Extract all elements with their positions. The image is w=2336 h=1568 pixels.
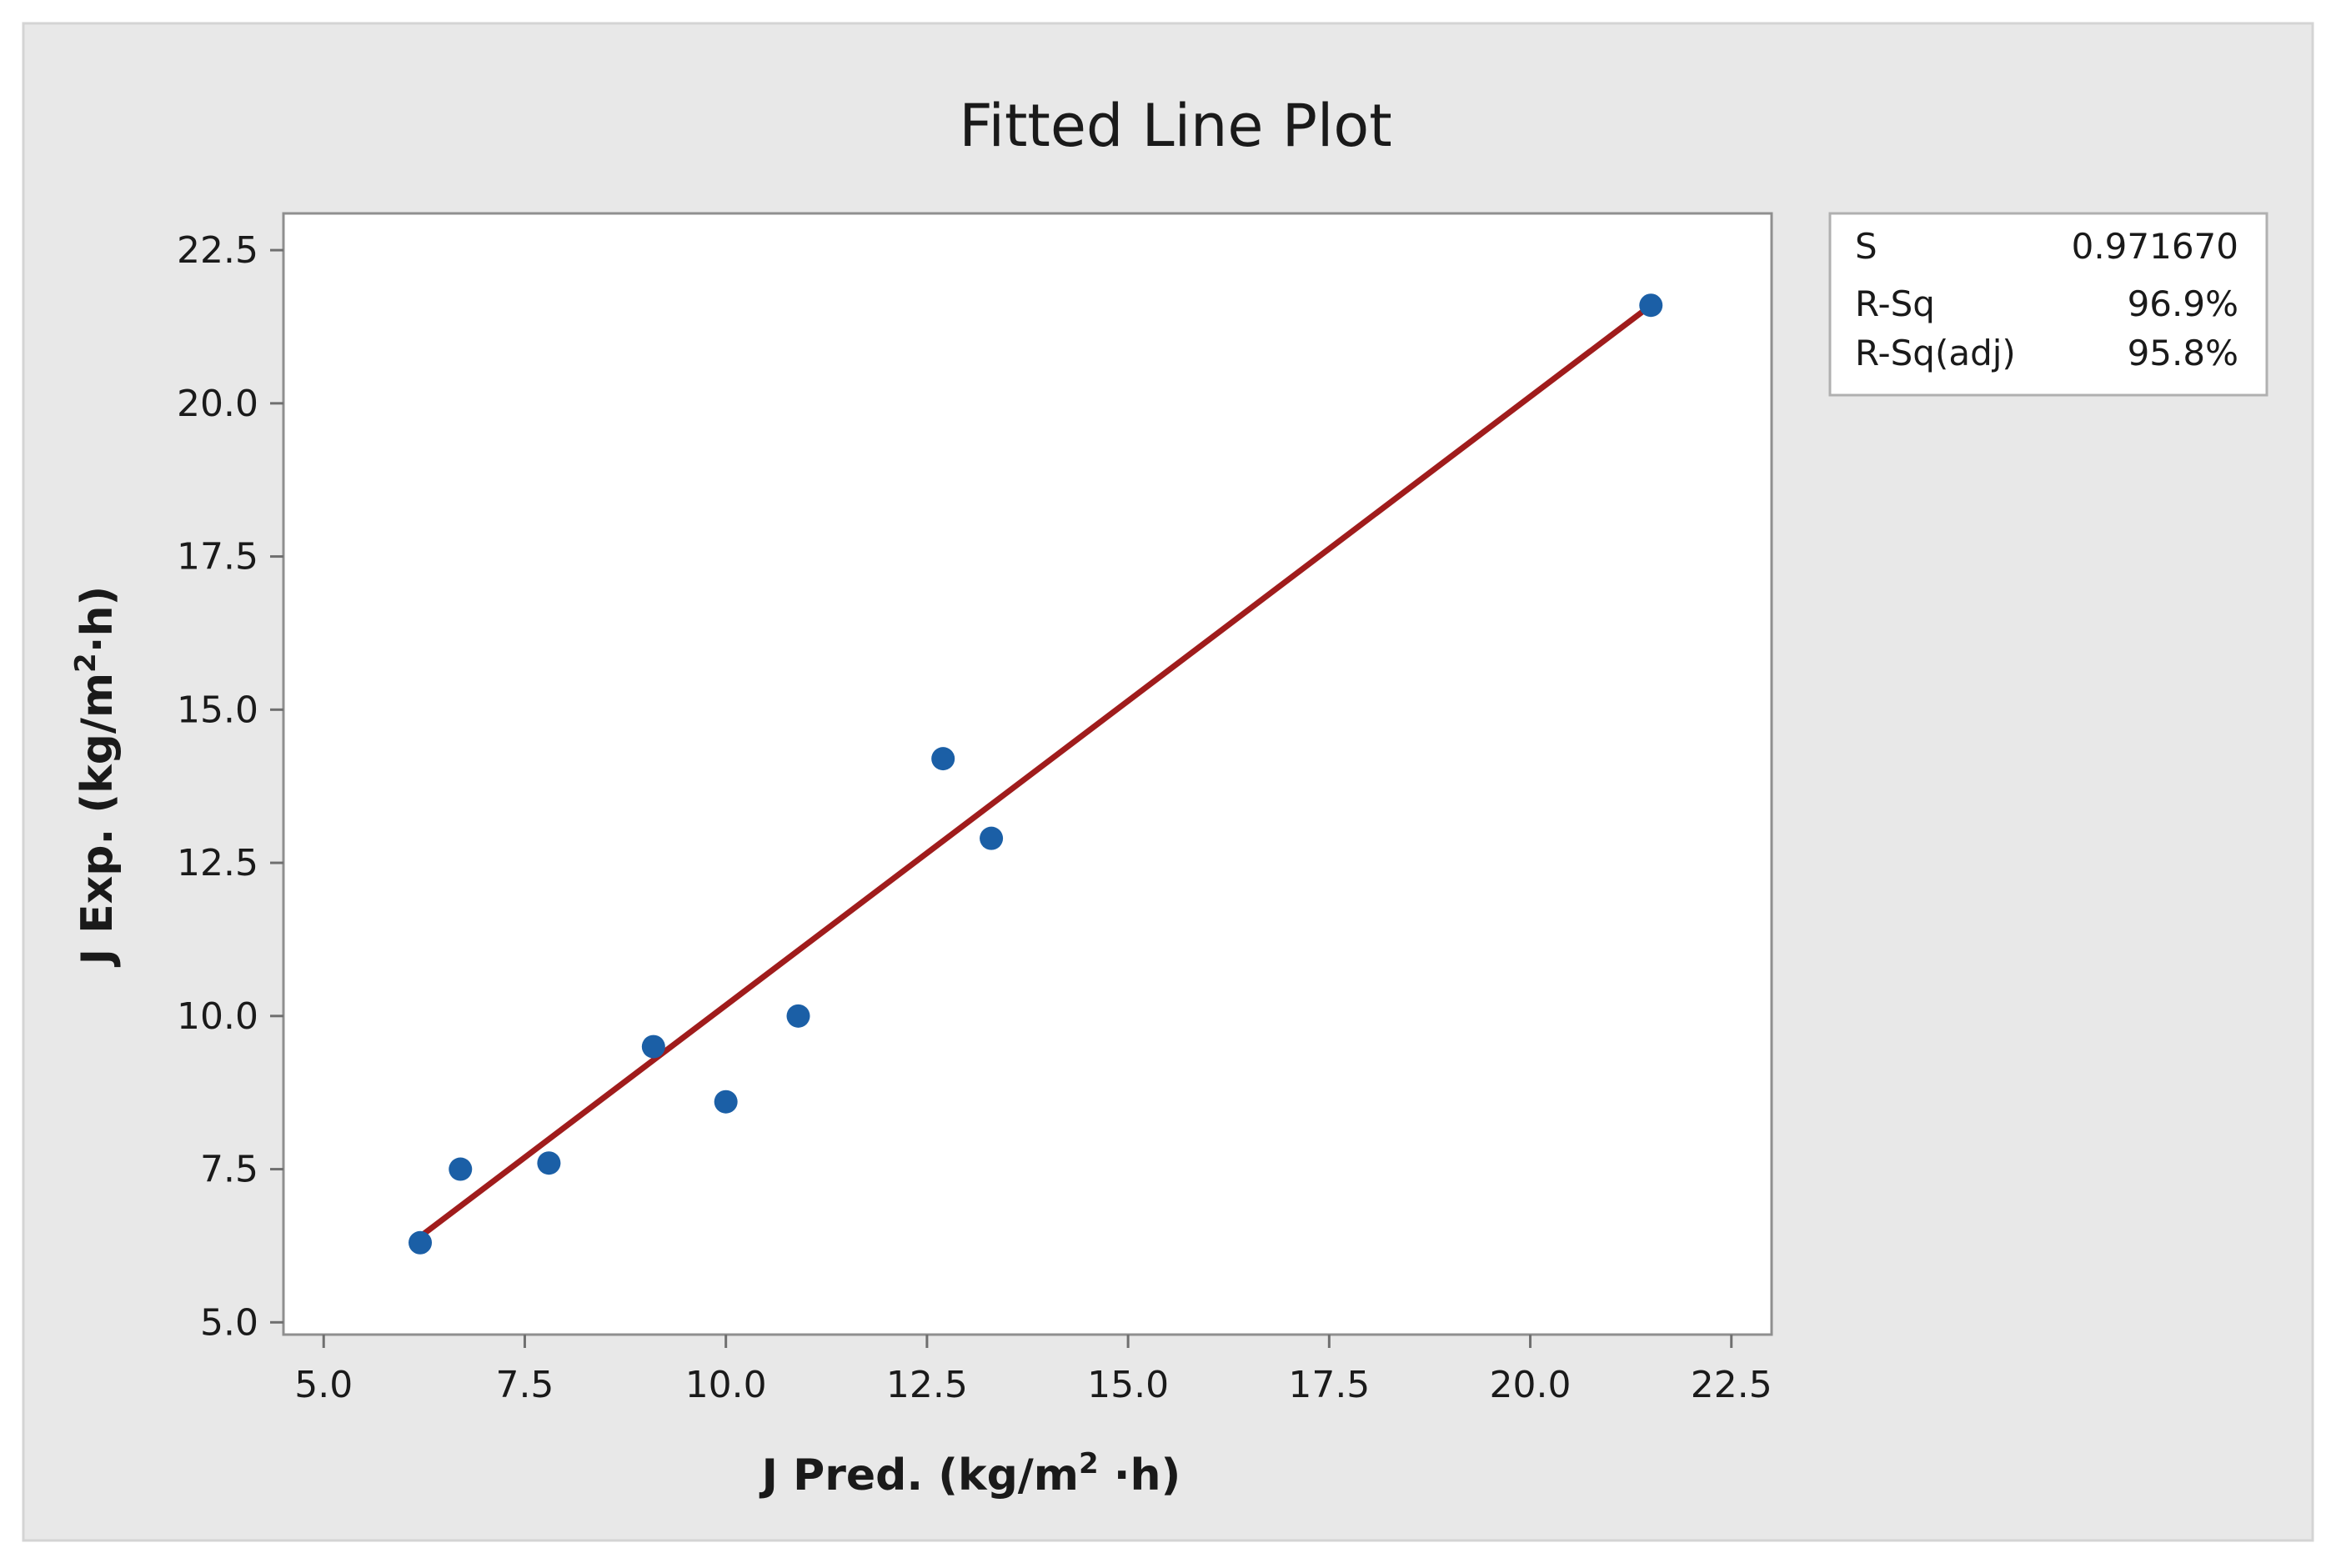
y-tick-label: 17.5: [177, 536, 258, 579]
stat-label-rsq-adj: R-Sq(adj): [1855, 333, 2016, 373]
data-point: [931, 747, 955, 771]
x-axis-label-sup: 2: [1079, 1447, 1099, 1480]
y-axis-ticks: 5.0 7.5 10.0 12.5 15.0 17.5 20.0 22.5: [177, 229, 283, 1344]
data-point: [1639, 293, 1663, 318]
x-axis-label-suffix: ·h): [1099, 1450, 1181, 1500]
y-tick-label: 5.0: [200, 1301, 258, 1344]
data-point: [980, 826, 1004, 850]
x-tick-label: 17.5: [1288, 1364, 1370, 1406]
x-axis-label-prefix: J Pred. (kg/m: [759, 1450, 1079, 1500]
y-tick-label: 10.0: [177, 995, 258, 1038]
x-tick-label: 7.5: [495, 1364, 554, 1406]
series-layer: [409, 293, 1663, 1255]
chart-title: Fitted Line Plot: [959, 92, 1391, 160]
x-tick-label: 12.5: [886, 1364, 968, 1406]
y-tick-label: 7.5: [200, 1149, 258, 1191]
x-tick-label: 20.0: [1490, 1364, 1572, 1406]
y-axis-label-sup: 2: [69, 653, 103, 673]
fit-line: [417, 302, 1654, 1240]
y-tick-label: 20.0: [177, 383, 258, 425]
data-point: [786, 1004, 810, 1028]
stats-box: [1828, 212, 2268, 397]
x-tick-label: 22.5: [1691, 1364, 1772, 1406]
y-axis-label-suffix: ·h): [73, 586, 123, 654]
y-axis-label-prefix: J Exp. (kg/m: [73, 673, 123, 967]
y-tick-label: 15.0: [177, 689, 258, 731]
y-axis-label: J Exp. (kg/m2·h): [69, 586, 123, 968]
x-axis-ticks: 5.0 7.5 10.0 12.5 15.0 17.5 20.0 22.5: [294, 1335, 1772, 1406]
data-point: [449, 1157, 473, 1181]
x-tick-label: 10.0: [685, 1364, 767, 1406]
data-point: [409, 1230, 433, 1255]
x-axis-label: J Pred. (kg/m2 ·h): [759, 1447, 1181, 1500]
data-point: [714, 1090, 738, 1114]
stat-label-rsq: R-Sq: [1855, 283, 1935, 324]
x-tick-label: 5.0: [294, 1364, 353, 1406]
x-tick-label: 15.0: [1087, 1364, 1169, 1406]
stat-value-rsq: 96.9%: [2128, 283, 2238, 324]
stat-value-rsq-adj: 95.8%: [2128, 333, 2238, 373]
y-tick-label: 22.5: [177, 229, 258, 272]
stats-legend: S 0.971670 R-Sq 96.9% R-Sq(adj) 95.8%: [1828, 212, 2268, 397]
data-point: [537, 1151, 561, 1175]
y-tick-label: 12.5: [177, 842, 258, 884]
data-point: [641, 1034, 665, 1059]
stat-value-s: 0.971670: [2072, 226, 2238, 267]
stat-label-s: S: [1855, 226, 1877, 267]
